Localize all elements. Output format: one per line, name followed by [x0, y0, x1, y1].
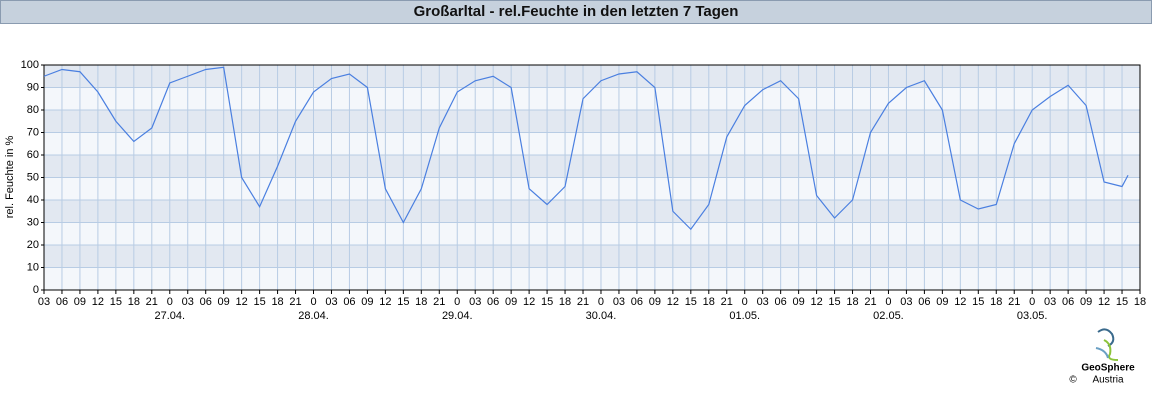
x-tick-label: 21: [1008, 296, 1020, 308]
date-label: 27.04.: [154, 310, 185, 322]
x-tick-label: 03: [325, 296, 337, 308]
x-tick-label: 18: [559, 296, 571, 308]
x-tick-label: 12: [667, 296, 679, 308]
y-tick-label: 100: [21, 59, 39, 71]
x-tick-label: 18: [1134, 296, 1146, 308]
x-tick-label: 18: [846, 296, 858, 308]
y-tick-label: 70: [27, 126, 39, 138]
y-tick-label: 0: [33, 284, 39, 296]
x-tick-label: 15: [685, 296, 697, 308]
x-tick-label: 12: [1098, 296, 1110, 308]
x-tick-label: 03: [757, 296, 769, 308]
x-tick-label: 15: [397, 296, 409, 308]
x-tick-label: 12: [954, 296, 966, 308]
x-tick-label: 21: [577, 296, 589, 308]
x-tick-label: 09: [505, 296, 517, 308]
x-tick-label: 06: [200, 296, 212, 308]
copyright: ©: [1069, 375, 1077, 386]
x-tick-label: 06: [487, 296, 499, 308]
x-tick-label: 03: [469, 296, 481, 308]
x-tick-label: 18: [271, 296, 283, 308]
x-tick-label: 21: [289, 296, 301, 308]
x-tick-label: 15: [1116, 296, 1128, 308]
x-tick-label: 03: [613, 296, 625, 308]
y-axis-label: rel. Feuchte in %: [4, 136, 16, 219]
x-tick-label: 21: [146, 296, 158, 308]
date-label: 30.04.: [586, 310, 617, 322]
x-tick-label: 09: [361, 296, 373, 308]
x-tick-label: 0: [1029, 296, 1035, 308]
logo-name: GeoSphere: [1081, 363, 1135, 374]
y-tick-label: 20: [27, 239, 39, 251]
x-tick-label: 12: [810, 296, 822, 308]
y-tick-label: 80: [27, 104, 39, 116]
x-tick-label: 0: [742, 296, 748, 308]
x-tick-label: 0: [885, 296, 891, 308]
x-tick-label: 18: [703, 296, 715, 308]
x-tick-label: 06: [631, 296, 643, 308]
x-tick-label: 09: [1080, 296, 1092, 308]
x-tick-label: 21: [433, 296, 445, 308]
y-tick-label: 60: [27, 149, 39, 161]
y-tick-label: 10: [27, 261, 39, 273]
x-tick-label: 18: [990, 296, 1002, 308]
x-tick-label: 09: [218, 296, 230, 308]
y-tick-label: 40: [27, 194, 39, 206]
date-label: 28.04.: [298, 310, 329, 322]
x-tick-label: 12: [92, 296, 104, 308]
x-tick-label: 06: [343, 296, 355, 308]
x-tick-label: 12: [523, 296, 535, 308]
x-tick-label: 09: [649, 296, 661, 308]
x-tick-label: 15: [828, 296, 840, 308]
x-tick-label: 0: [167, 296, 173, 308]
x-tick-label: 21: [864, 296, 876, 308]
date-label: 29.04.: [442, 310, 473, 322]
date-label: 02.05.: [873, 310, 904, 322]
chart-title: Großarltal - rel.Feuchte in den letzten …: [0, 0, 1152, 24]
x-tick-label: 0: [598, 296, 604, 308]
x-tick-label: 03: [900, 296, 912, 308]
logo-sub: Austria: [1092, 375, 1124, 386]
x-tick-label: 18: [415, 296, 427, 308]
y-tick-label: 90: [27, 81, 39, 93]
grid-band: [44, 155, 1140, 178]
x-tick-label: 03: [182, 296, 194, 308]
x-tick-label: 03: [1044, 296, 1056, 308]
x-tick-label: 15: [972, 296, 984, 308]
x-tick-label: 15: [110, 296, 122, 308]
y-tick-label: 30: [27, 216, 39, 228]
x-tick-label: 15: [253, 296, 265, 308]
x-tick-label: 03: [38, 296, 50, 308]
x-tick-label: 15: [541, 296, 553, 308]
x-tick-label: 0: [310, 296, 316, 308]
data-line: [43, 66, 1129, 231]
x-tick-label: 06: [918, 296, 930, 308]
x-tick-label: 09: [74, 296, 86, 308]
grid-band: [44, 65, 1140, 88]
date-label: 03.05.: [1017, 310, 1048, 322]
x-tick-label: 0: [454, 296, 460, 308]
date-label: 01.05.: [729, 310, 760, 322]
grid-band: [44, 245, 1140, 268]
x-tick-label: 06: [1062, 296, 1074, 308]
x-tick-label: 06: [775, 296, 787, 308]
x-tick-label: 09: [792, 296, 804, 308]
grid-band: [44, 200, 1140, 223]
plot-border: [43, 64, 1141, 291]
y-tick-label: 50: [27, 171, 39, 183]
x-tick-label: 12: [379, 296, 391, 308]
logo-icon: [1095, 328, 1119, 361]
x-tick-label: 18: [128, 296, 140, 308]
x-tick-label: 09: [936, 296, 948, 308]
x-tick-label: 06: [56, 296, 68, 308]
x-tick-label: 12: [236, 296, 248, 308]
grid-band: [44, 110, 1140, 133]
x-tick-label: 21: [721, 296, 733, 308]
